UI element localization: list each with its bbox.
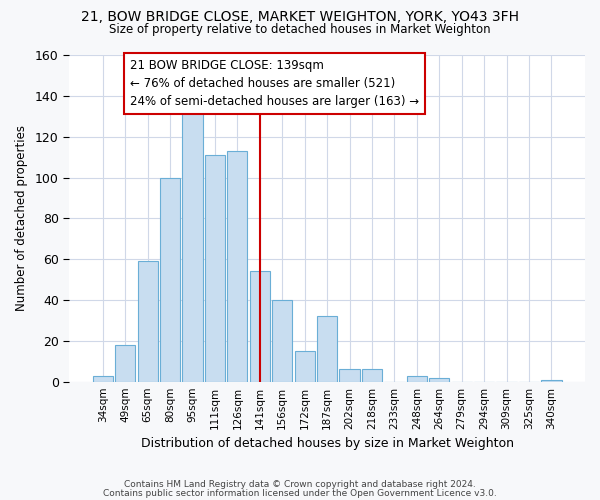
- Bar: [250, 272, 270, 382]
- Text: 21 BOW BRIDGE CLOSE: 139sqm
← 76% of detached houses are smaller (521)
24% of se: 21 BOW BRIDGE CLOSE: 139sqm ← 76% of det…: [130, 59, 419, 108]
- Bar: [227, 151, 247, 382]
- Y-axis label: Number of detached properties: Number of detached properties: [15, 126, 28, 312]
- Bar: [429, 378, 449, 382]
- Bar: [205, 155, 225, 382]
- Bar: [317, 316, 337, 382]
- Bar: [295, 351, 315, 382]
- Bar: [362, 370, 382, 382]
- Bar: [407, 376, 427, 382]
- Bar: [541, 380, 562, 382]
- Text: Contains HM Land Registry data © Crown copyright and database right 2024.: Contains HM Land Registry data © Crown c…: [124, 480, 476, 489]
- Bar: [160, 178, 180, 382]
- Text: 21, BOW BRIDGE CLOSE, MARKET WEIGHTON, YORK, YO43 3FH: 21, BOW BRIDGE CLOSE, MARKET WEIGHTON, Y…: [81, 10, 519, 24]
- Bar: [92, 376, 113, 382]
- Bar: [340, 370, 359, 382]
- X-axis label: Distribution of detached houses by size in Market Weighton: Distribution of detached houses by size …: [140, 437, 514, 450]
- Text: Contains public sector information licensed under the Open Government Licence v3: Contains public sector information licen…: [103, 489, 497, 498]
- Bar: [182, 108, 203, 382]
- Text: Size of property relative to detached houses in Market Weighton: Size of property relative to detached ho…: [109, 22, 491, 36]
- Bar: [115, 345, 136, 382]
- Bar: [137, 261, 158, 382]
- Bar: [272, 300, 292, 382]
